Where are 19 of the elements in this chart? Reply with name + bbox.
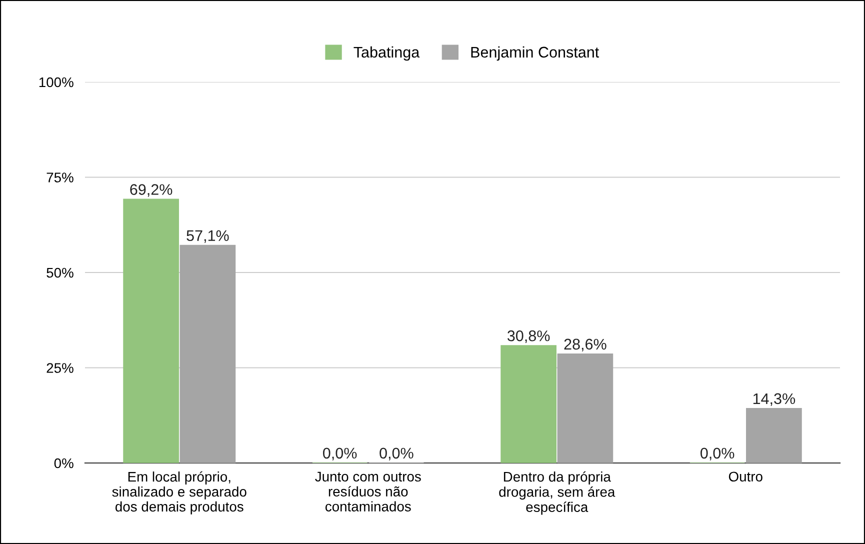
y-tick-label: 50% <box>46 268 74 278</box>
data-label: 30,8% <box>507 330 550 344</box>
y-tick-label: 100% <box>39 77 74 88</box>
x-tick-label: Outro <box>728 472 762 482</box>
legend-label: Benjamin Constant <box>471 46 600 61</box>
x-tick-label: Em local próprio, sinalizado e separado dos demais produtos <box>112 471 246 514</box>
data-label: 0,0% <box>323 448 357 460</box>
y-tick-label: 25% <box>46 363 74 373</box>
legend-label: Tabatinga <box>354 46 420 61</box>
data-label: 14,3% <box>753 393 796 406</box>
data-label: 0,0% <box>700 448 734 460</box>
data-label: 28,6% <box>564 338 606 352</box>
y-tick-label: 0% <box>54 458 74 468</box>
data-label: 57,1% <box>186 230 229 243</box>
data-label: 0,0% <box>380 448 414 460</box>
x-tick-label: Dentro da própria drogaria, sem área específica <box>499 471 616 515</box>
x-tick-label: Junto com outros resíduos não contaminados <box>315 472 421 512</box>
data-label: 69,2% <box>130 184 172 197</box>
y-tick-label: 75% <box>46 172 74 182</box>
